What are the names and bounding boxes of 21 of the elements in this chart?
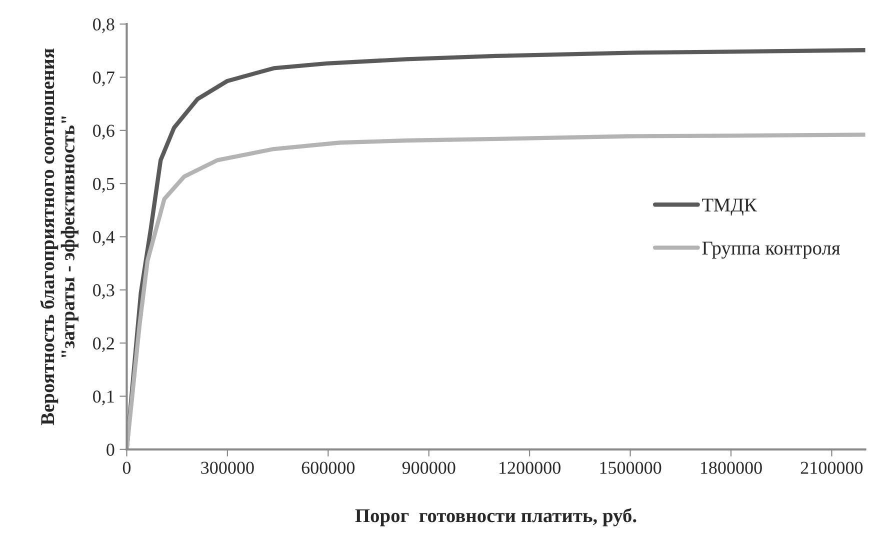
y-tick-label: 0,1 [93,390,114,406]
x-tick-label: 600000 [302,462,355,474]
x-tick-label: 0 [122,462,131,474]
x-tick-label: 1800000 [700,462,762,474]
x-tick-label: 2100000 [800,462,863,474]
y-tick-label: 0,3 [93,284,114,299]
y-tick-label: 0,6 [93,124,114,140]
legend-label: ТМДК [702,198,757,216]
y-tick-label: 0,2 [93,337,114,352]
legend-label: Группа контроля [702,242,840,259]
y-tick-label: 0,7 [93,72,114,86]
y-tick-label: 0,5 [93,178,114,193]
x-tick-label: 300000 [201,462,254,474]
y-axis-title: Вероятность благоприятного соотношения "затраты - эффективность" [40,48,78,426]
x-tick-label: 1500000 [600,462,662,474]
x-axis-title: Порог готовности платить, руб. [355,508,636,526]
y-tick-label: 0 [106,444,114,456]
y-tick-label: 0,8 [93,18,114,34]
y-tick-label: 0,4 [93,230,115,246]
x-tick-label: 1200000 [500,462,560,474]
x-tick-label: 900000 [402,462,456,474]
